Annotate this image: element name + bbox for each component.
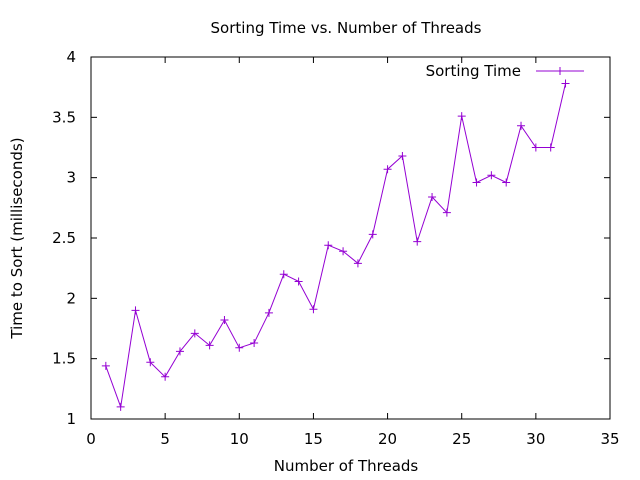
- data-point: [279, 270, 288, 279]
- x-tick-label: 30: [526, 430, 545, 448]
- data-point: [220, 316, 229, 325]
- data-point: [383, 165, 392, 174]
- axis-ticks: 0 5 10 15 20 25 30 35 1 1.5 2 2.5 3 3.5 4: [52, 48, 619, 448]
- data-point: [472, 178, 481, 187]
- data-point: [161, 372, 170, 381]
- data-point: [175, 347, 184, 356]
- x-tick-label: 0: [86, 430, 96, 448]
- y-tick-label: 2.5: [52, 229, 76, 247]
- legend-label: Sorting Time: [426, 62, 521, 80]
- series-layer: [101, 79, 570, 411]
- y-tick-label: 2: [66, 289, 76, 307]
- data-point: [531, 143, 540, 152]
- y-tick-label: 4: [66, 48, 76, 66]
- data-point: [131, 306, 140, 315]
- data-point: [339, 247, 348, 256]
- data-point: [190, 329, 199, 338]
- series-line: [105, 83, 566, 408]
- data-point: [309, 305, 318, 314]
- x-tick-label: 25: [452, 430, 471, 448]
- data-point: [368, 230, 377, 239]
- data-point: [561, 79, 570, 88]
- x-tick-label: 35: [600, 430, 619, 448]
- data-point: [457, 112, 466, 121]
- data-point: [146, 358, 155, 367]
- data-point: [517, 121, 526, 130]
- data-point: [116, 402, 125, 411]
- data-point: [294, 277, 303, 286]
- data-point: [413, 237, 422, 246]
- data-point: [428, 192, 437, 201]
- data-point: [502, 178, 511, 187]
- data-point: [324, 241, 333, 250]
- data-point: [205, 341, 214, 350]
- data-point: [398, 151, 407, 160]
- y-tick-label: 3.5: [52, 108, 76, 126]
- data-point: [442, 208, 451, 217]
- legend-marker: [556, 67, 564, 75]
- y-tick-label: 1.5: [52, 350, 76, 368]
- data-point: [353, 259, 362, 268]
- data-point: [264, 308, 273, 317]
- data-point: [487, 171, 496, 180]
- plot-frame: [90, 56, 611, 420]
- data-point: [101, 361, 110, 370]
- x-tick-label: 20: [378, 430, 397, 448]
- legend: Sorting Time: [426, 62, 584, 80]
- data-point: [250, 338, 259, 347]
- x-tick-label: 5: [160, 430, 170, 448]
- x-tick-label: 15: [304, 430, 323, 448]
- x-axis-label: Number of Threads: [274, 457, 419, 475]
- data-point: [546, 143, 555, 152]
- x-tick-label: 10: [230, 430, 249, 448]
- y-tick-label: 1: [66, 410, 76, 428]
- y-tick-label: 3: [66, 169, 76, 187]
- y-axis-label: Time to Sort (milliseconds): [8, 137, 26, 339]
- chart-title: Sorting Time vs. Number of Threads: [211, 19, 482, 37]
- data-point: [235, 343, 244, 352]
